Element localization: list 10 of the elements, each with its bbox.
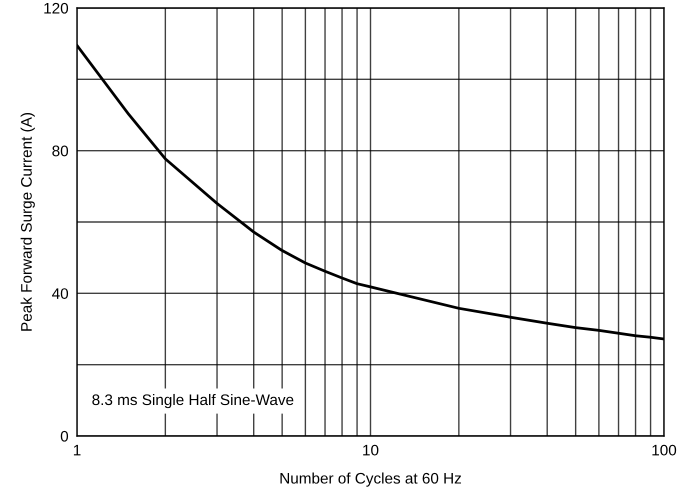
y-tick-label: 0 <box>60 430 68 442</box>
x-axis-title: Number of Cycles at 60 Hz <box>280 472 462 487</box>
y-tick-label: 40 <box>52 288 68 300</box>
y-tick-label: 120 <box>44 2 68 14</box>
y-axis-title: Peak Forward Surge Current (A) <box>20 112 35 331</box>
y-tick-label: 80 <box>52 146 68 156</box>
x-tick-label: 1 <box>74 444 81 456</box>
annotation: 8.3 ms Single Half Sine-Wave <box>92 394 294 408</box>
x-tick-label: 100 <box>652 444 676 456</box>
x-tick-label: 10 <box>363 444 378 456</box>
